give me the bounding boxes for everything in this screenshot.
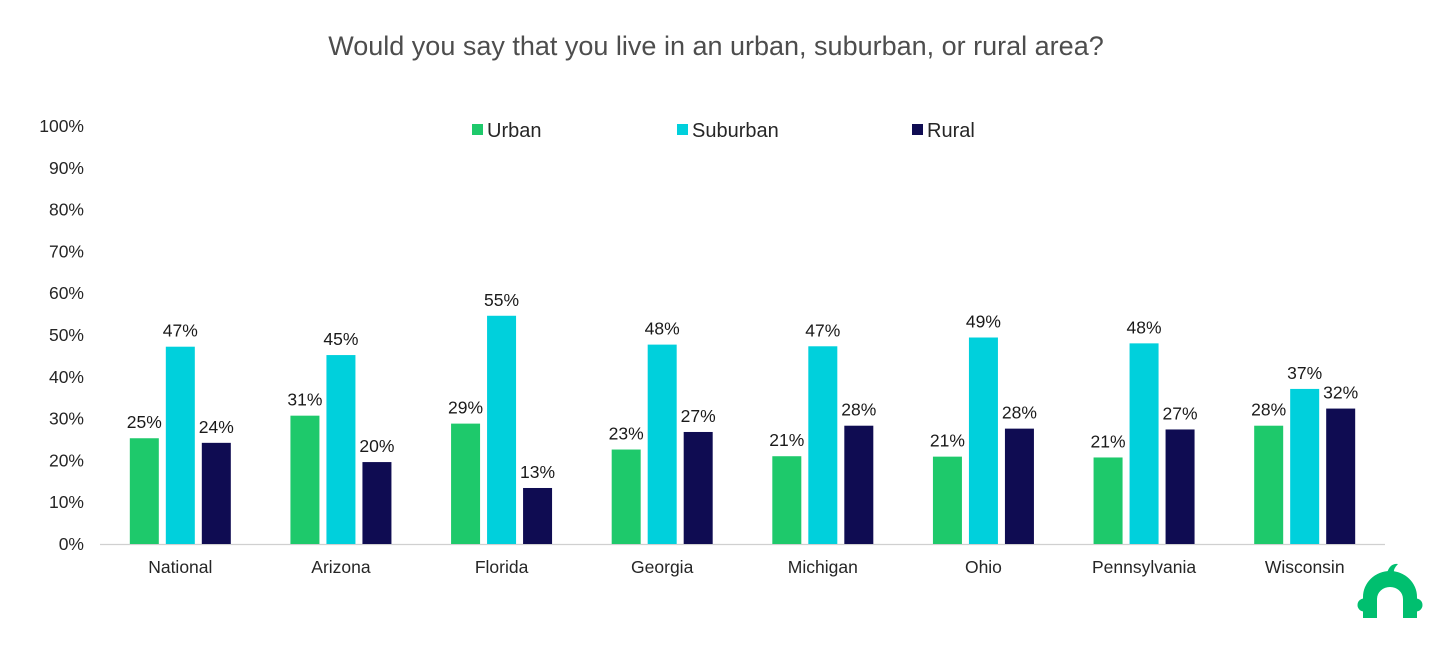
bar-urban: [932, 456, 962, 544]
data-label: 20%: [359, 436, 394, 456]
bar-suburban: [326, 355, 356, 544]
bar-urban: [1254, 425, 1284, 544]
category-label: Arizona: [311, 557, 371, 577]
data-label: 13%: [520, 462, 555, 482]
bar-urban: [129, 438, 159, 544]
y-tick-label: 30%: [49, 409, 84, 429]
category-label: Wisconsin: [1265, 557, 1345, 577]
chart-title: Would you say that you live in an urban,…: [328, 31, 1103, 61]
data-label: 28%: [1251, 400, 1286, 420]
data-label: 47%: [805, 320, 840, 340]
y-axis: 0% 10% 20% 30% 40% 50% 60% 70% 80% 90% 100%: [39, 116, 84, 554]
data-label: 27%: [681, 406, 716, 426]
bar-suburban: [647, 344, 677, 544]
bar-rural: [362, 462, 392, 544]
logo-head-shape: [1363, 571, 1417, 618]
legend-label-rural: Rural: [927, 120, 975, 142]
category-label: Florida: [475, 557, 529, 577]
legend-swatch-suburban: [677, 124, 688, 135]
bar-suburban: [968, 337, 998, 544]
y-tick-label: 90%: [49, 158, 84, 178]
bar-urban: [611, 449, 641, 544]
category-label: Michigan: [788, 557, 858, 577]
data-label: 29%: [448, 398, 483, 418]
y-tick-label: 80%: [49, 200, 84, 220]
data-label: 37%: [1287, 363, 1322, 383]
data-label: 23%: [609, 424, 644, 444]
category-label: National: [148, 557, 212, 577]
bar-suburban: [165, 346, 195, 544]
bar-suburban: [1290, 388, 1320, 544]
y-tick-label: 50%: [49, 325, 84, 345]
bar-rural: [683, 431, 713, 544]
data-label: 21%: [1091, 431, 1126, 451]
data-label: 47%: [163, 321, 198, 341]
bar-rural: [201, 442, 231, 544]
bar-suburban: [487, 315, 517, 544]
data-label: 21%: [769, 430, 804, 450]
logo-left-ear: [1357, 598, 1371, 612]
data-label: 49%: [966, 312, 1001, 332]
bar-rural: [1004, 428, 1034, 544]
bar-urban: [772, 456, 802, 544]
data-labels-group: 25% 47% 24% 31% 45% 20% 29% 55% 13% 23% 48% 27% 21% 4…: [127, 290, 1358, 482]
bar-rural: [844, 425, 874, 544]
y-tick-label: 0%: [59, 534, 84, 554]
data-label: 25%: [127, 412, 162, 432]
bar-suburban: [808, 346, 838, 544]
bar-urban: [451, 423, 481, 544]
data-label: 48%: [1127, 317, 1162, 337]
y-tick-label: 20%: [49, 450, 84, 470]
bar-rural: [1326, 408, 1356, 544]
data-label: 32%: [1323, 383, 1358, 403]
logo-right-ear: [1409, 598, 1423, 612]
data-label: 21%: [930, 431, 965, 451]
legend-label-urban: Urban: [487, 120, 541, 142]
data-label: 27%: [1163, 403, 1198, 423]
y-tick-label: 40%: [49, 367, 84, 387]
data-label: 48%: [645, 319, 680, 339]
data-label: 28%: [1002, 403, 1037, 423]
legend-swatch-urban: [472, 124, 483, 135]
category-label: Georgia: [631, 557, 694, 577]
bar-rural: [1165, 429, 1195, 544]
bars-group: [129, 315, 1356, 544]
bar-suburban: [1129, 343, 1159, 544]
y-tick-label: 100%: [39, 116, 84, 136]
legend-swatch-rural: [912, 124, 923, 135]
surveymonkey-logo-icon: [1357, 563, 1423, 618]
category-label: Pennsylvania: [1092, 557, 1196, 577]
y-tick-label: 10%: [49, 492, 84, 512]
y-tick-label: 60%: [49, 283, 84, 303]
x-axis: National Arizona Florida Georgia Michigan Ohi…: [100, 543, 1385, 577]
y-tick-label: 70%: [49, 241, 84, 261]
data-label: 31%: [287, 390, 322, 410]
logo-tuft: [1387, 563, 1398, 573]
bar-urban: [1093, 457, 1123, 544]
legend: Urban Suburban Rural: [472, 120, 975, 142]
data-label: 28%: [841, 400, 876, 420]
bar-rural: [523, 487, 553, 544]
data-label: 45%: [323, 329, 358, 349]
data-label: 24%: [199, 417, 234, 437]
data-label: 55%: [484, 290, 519, 310]
category-label: Ohio: [965, 557, 1002, 577]
bar-urban: [290, 415, 320, 544]
legend-label-suburban: Suburban: [692, 120, 779, 142]
